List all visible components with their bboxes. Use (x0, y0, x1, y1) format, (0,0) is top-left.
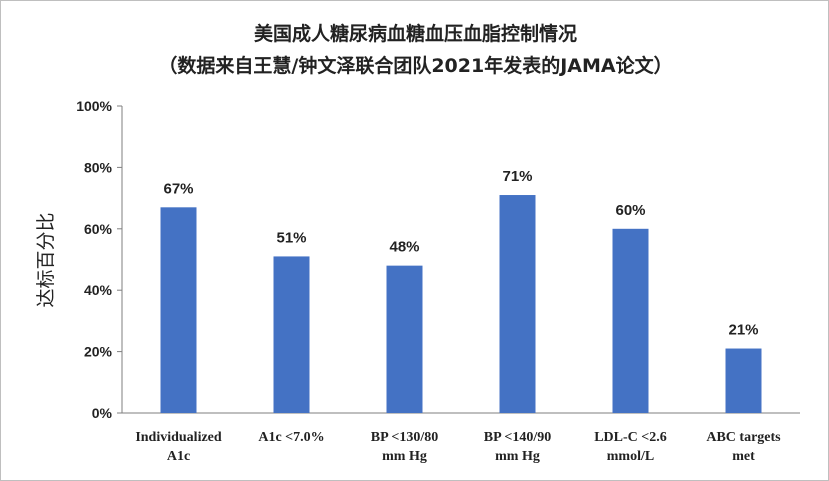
data-label: 67% (163, 180, 193, 197)
x-tick-label: BP <140/90 mm Hg (484, 430, 551, 464)
x-tick-label: ABC targets met (706, 430, 781, 464)
y-tick-label: 80% (84, 159, 113, 175)
x-tick-label: BP <130/80 mm Hg (371, 430, 438, 464)
x-tick-labels: Individualized A1c A1c <7.0% BP <130/80 mm H… (135, 430, 781, 464)
data-label: 21% (728, 322, 758, 339)
chart-axes (117, 105, 800, 414)
bar (725, 348, 762, 413)
bar (160, 207, 197, 413)
data-labels-group: 67% 51% 48% 71% 60% 21% (163, 168, 758, 339)
chart-title: 美国成人糖尿病血糖血压血脂控制情况 (253, 23, 577, 45)
y-axis-label: 达标百分比 (35, 212, 57, 307)
bar (386, 265, 423, 413)
y-tick-label: 0% (92, 405, 113, 421)
data-label: 48% (389, 239, 419, 256)
chart-subtitle: （数据来自王慧/钟文泽联合团队2021年发表的JAMA论文） (158, 55, 673, 77)
y-tick-label: 40% (84, 282, 113, 298)
data-label: 51% (276, 229, 306, 246)
x-tick-label: A1c <7.0% (258, 430, 324, 445)
data-label: 60% (615, 202, 645, 219)
y-tick-label: 100% (76, 98, 112, 114)
y-tick-label: 60% (84, 221, 113, 237)
bar (499, 195, 536, 413)
bar (273, 256, 310, 413)
bar (612, 228, 649, 413)
data-label: 71% (502, 168, 532, 185)
y-tick-label: 20% (84, 344, 113, 360)
bars-group (160, 195, 762, 413)
x-tick-label: Individualized A1c (135, 430, 222, 464)
x-tick-label: LDL-C <2.6 mmol/L (594, 430, 667, 464)
y-tick-labels: 0% 20% 40% 60% 80% 100% (76, 98, 112, 421)
